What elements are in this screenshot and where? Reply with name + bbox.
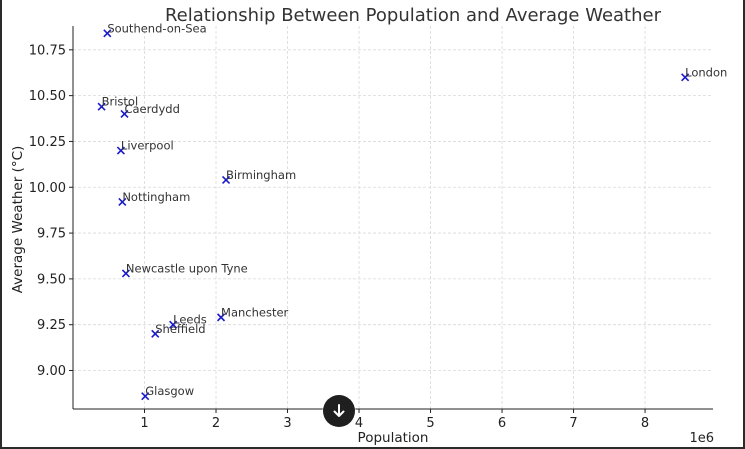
x-tick-label: 2 [212, 416, 220, 431]
data-point [681, 73, 690, 82]
data-points [97, 29, 690, 401]
arrow-down-icon [333, 404, 345, 417]
point-label: Birmingham [226, 168, 296, 182]
y-ticks: 9.00 9.25 9.50 9.75 10.00 10.25 10.50 10.75 [29, 43, 73, 379]
y-tick-label: 10.25 [29, 135, 66, 150]
x-tick-label: 1 [140, 416, 148, 431]
x-ticks: 1 2 3 4 5 6 7 8 [140, 409, 649, 431]
x-axis-offset-label: 1e6 [689, 431, 714, 446]
y-tick-label: 9.00 [37, 364, 66, 379]
axes [72, 26, 713, 410]
y-tick-label: 10.50 [29, 89, 66, 104]
data-point [120, 109, 129, 119]
data-point [118, 197, 127, 206]
x-tick-label: 4 [355, 416, 363, 431]
x-tick-label: 5 [426, 416, 434, 431]
point-label: Nottingham [122, 190, 190, 204]
grid [73, 26, 713, 409]
data-point [121, 269, 130, 278]
data-point [141, 392, 150, 401]
x-tick-label: 6 [498, 416, 506, 431]
chart-title: Relationship Between Population and Aver… [165, 5, 662, 26]
y-axis-label: Average Weather (°C) [10, 146, 26, 294]
point-label: Sheffield [155, 322, 205, 336]
scroll-down-button[interactable] [323, 395, 355, 427]
point-label: Glasgow [145, 384, 194, 398]
data-point [151, 329, 160, 338]
data-point [116, 146, 125, 155]
point-label: Southend-on-Sea [107, 21, 206, 35]
x-tick-label: 8 [641, 416, 649, 431]
point-label: Manchester [221, 305, 289, 319]
data-point [97, 102, 106, 111]
point-label: Liverpool [121, 139, 174, 153]
point-label: Caerdydd [124, 102, 179, 116]
data-point [216, 313, 226, 322]
data-point [221, 175, 231, 184]
y-tick-label: 9.50 [37, 272, 66, 287]
x-tick-label: 7 [569, 416, 577, 431]
point-label: London [685, 65, 727, 79]
x-axis-label: Population [358, 430, 429, 446]
x-tick-label: 3 [283, 416, 291, 431]
point-label: Bristol [102, 95, 139, 109]
data-point [169, 320, 178, 329]
data-point [103, 29, 112, 38]
point-label: Newcastle upon Tyne [126, 261, 248, 275]
y-tick-label: 10.75 [29, 43, 66, 58]
y-tick-label: 9.25 [37, 318, 66, 333]
y-tick-label: 10.00 [29, 181, 66, 196]
y-tick-label: 9.75 [37, 227, 66, 242]
point-label: Leeds [173, 313, 207, 327]
